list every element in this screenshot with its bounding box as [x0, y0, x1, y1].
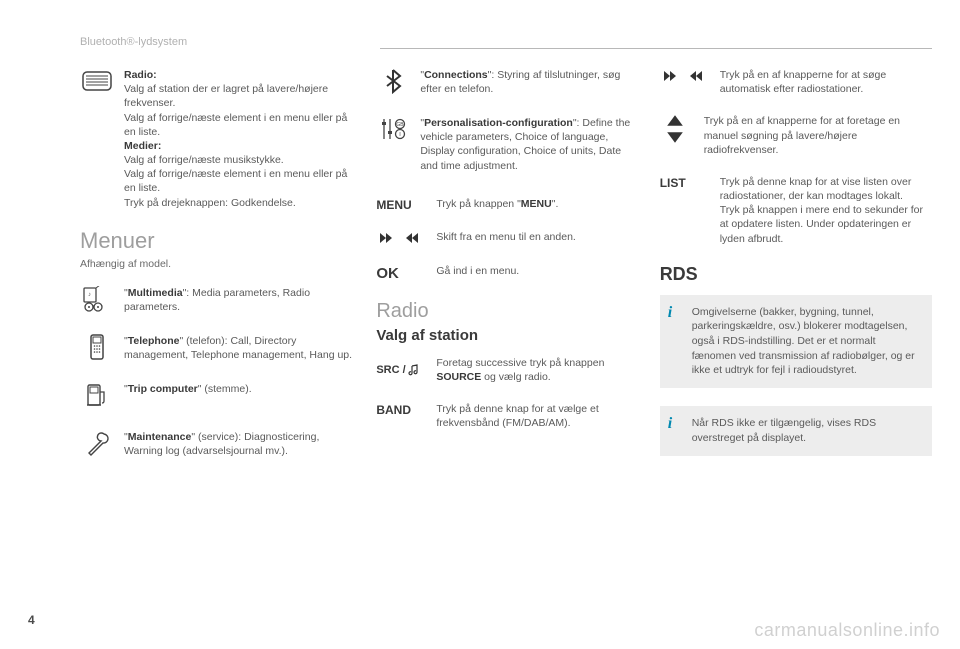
page: Bluetooth®-lydsystem Radio:Valg af stati…: [0, 0, 960, 649]
entry-personalisation: GB I "Personalisation-configuration": Def…: [376, 116, 635, 173]
src-text: Foretag successive tryk på knappen SOURC…: [436, 356, 635, 384]
info-icon: i: [668, 416, 684, 445]
sliders-icon: GB I: [376, 116, 410, 146]
entry-source: SRC / Foretag successive tryk på knappen…: [376, 356, 635, 384]
column-1: Radio:Valg af station der er lagret på l…: [80, 68, 352, 609]
multimedia-text: "Multimedia": Media parameters, Radio pa…: [124, 286, 352, 316]
info-box-1: i Omgivelserne (bakker, bygning, tunnel,…: [660, 295, 932, 388]
column-2: "Connections": Styring af tilslutninger,…: [376, 68, 635, 609]
up-down-arrows-icon: [660, 114, 694, 144]
trip-text: "Trip computer" (stemme).: [124, 382, 352, 412]
entry-multimedia: ♪ "Multimedia": Media parameters, Radio …: [80, 286, 352, 316]
rds-title: RDS: [660, 264, 932, 285]
section-sub: Afhængig af model.: [80, 258, 352, 270]
telephone-icon: [80, 334, 114, 364]
page-number: 4: [28, 613, 35, 627]
personalisation-text: "Personalisation-configuration": Define …: [420, 116, 635, 173]
seek-arrows-icon: [660, 68, 710, 96]
entry-band: BAND Tryk på denne knap for at vælge et …: [376, 402, 635, 430]
watermark: carmanualsonline.info: [754, 620, 940, 641]
valg-title: Valg af station: [376, 327, 635, 344]
svg-text:I: I: [400, 132, 402, 138]
connections-text: "Connections": Styring af tilslutninger,…: [420, 68, 635, 98]
telephone-text: "Telephone" (telefon): Call, Directory m…: [124, 334, 352, 364]
entry-radio-knob: Radio:Valg af station der er lagret på l…: [80, 68, 352, 210]
ok-text: Gå ind i en menu.: [436, 264, 635, 282]
multimedia-icon: ♪: [80, 286, 114, 316]
src-button-label: SRC /: [376, 356, 426, 384]
band-text: Tryk på denne knap for at vælge et frekv…: [436, 402, 635, 430]
columns: Radio:Valg af station der er lagret på l…: [80, 68, 932, 609]
entry-ok: OK Gå ind i en menu.: [376, 264, 635, 282]
header-divider: [380, 48, 932, 49]
ok-button-label: OK: [376, 264, 426, 282]
radio-block-text: Radio:Valg af station der er lagret på l…: [124, 68, 352, 210]
radio-title: Radio: [376, 300, 635, 323]
src-label-text: SRC /: [376, 364, 405, 376]
fuel-pump-icon: [80, 382, 114, 412]
switch-text: Skift fra en menu til en anden.: [436, 230, 635, 246]
entry-seek-auto: Tryk på en af knapperne for at søge auto…: [660, 68, 932, 96]
column-3: Tryk på en af knapperne for at søge auto…: [660, 68, 932, 609]
maintenance-text: "Maintenance" (service): Diagnosticering…: [124, 430, 352, 460]
info-icon: i: [668, 305, 684, 378]
entry-switch-menu: Skift fra en menu til en anden.: [376, 230, 635, 246]
info1-text: Omgivelserne (bakker, bygning, tunnel, p…: [692, 305, 922, 378]
section-title-menuer: Menuer: [80, 228, 352, 254]
wrench-icon: [80, 430, 114, 460]
entry-menu: MENU Tryk på knappen "MENU".: [376, 197, 635, 212]
list-grille-icon: [80, 68, 114, 98]
entry-maintenance: "Maintenance" (service): Diagnosticering…: [80, 430, 352, 460]
svg-text:GB: GB: [397, 122, 405, 128]
seek-arrows-icon: [376, 230, 426, 246]
entry-trip: "Trip computer" (stemme).: [80, 382, 352, 412]
entry-connections: "Connections": Styring af tilslutninger,…: [376, 68, 635, 98]
list-text: Tryk på denne knap for at vise listen ov…: [720, 175, 932, 246]
band-button-label: BAND: [376, 402, 426, 430]
menu-button-label: MENU: [376, 197, 426, 212]
menu-text: Tryk på knappen "MENU".: [436, 197, 635, 212]
entry-manual-tune: Tryk på en af knapperne for at foretage …: [660, 114, 932, 157]
info2-text: Når RDS ikke er tilgængelig, vises RDS o…: [692, 416, 922, 445]
svg-text:♪: ♪: [88, 292, 91, 298]
entry-telephone: "Telephone" (telefon): Call, Directory m…: [80, 334, 352, 364]
seek-text: Tryk på en af knapperne for at søge auto…: [720, 68, 932, 96]
page-header-title: Bluetooth®-lydsystem: [80, 36, 187, 48]
note-icon: [408, 364, 420, 376]
entry-list: LIST Tryk på denne knap for at vise list…: [660, 175, 932, 246]
info-box-2: i Når RDS ikke er tilgængelig, vises RDS…: [660, 406, 932, 455]
manual-text: Tryk på en af knapperne for at foretage …: [704, 114, 932, 157]
list-button-label: LIST: [660, 175, 710, 246]
bluetooth-icon: [376, 68, 410, 98]
